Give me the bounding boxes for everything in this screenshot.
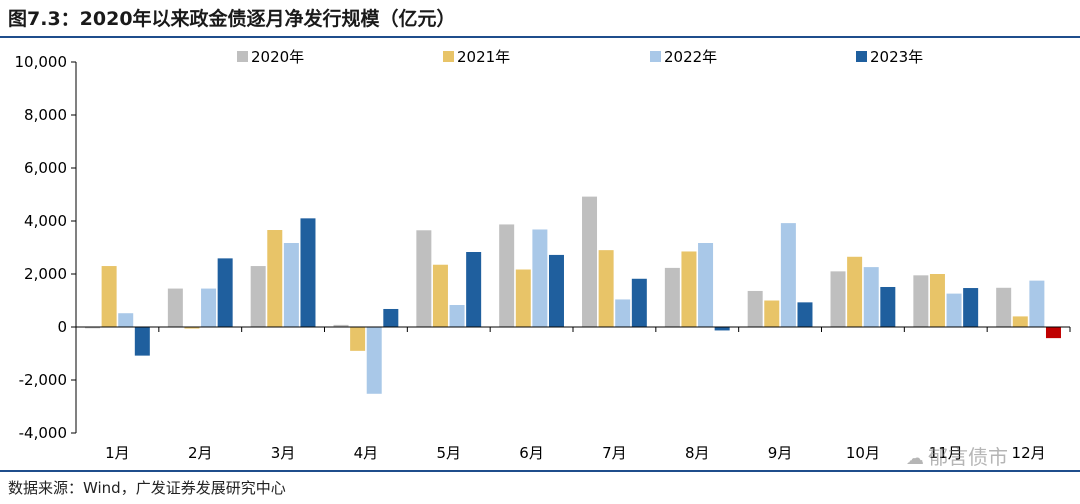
bar [797, 302, 813, 327]
bar [1045, 327, 1061, 339]
x-tick-label: 10月 [846, 444, 880, 462]
bar [366, 327, 382, 394]
bar [532, 229, 548, 327]
bar [416, 230, 432, 327]
bar [714, 327, 730, 331]
bar [267, 230, 283, 327]
bar [1012, 316, 1028, 327]
bar [134, 327, 150, 356]
watermark: ☁ 郁言债市 [906, 441, 1008, 470]
y-tick-label: 10,000 [15, 53, 68, 71]
bar [615, 299, 631, 327]
bar [466, 252, 482, 327]
bar [996, 287, 1012, 327]
bar [847, 256, 863, 327]
bar [1029, 280, 1045, 328]
bar [383, 308, 399, 327]
bar [929, 274, 945, 327]
x-tick-label: 8月 [685, 444, 710, 462]
wechat-icon: ☁ [906, 448, 924, 469]
bar [747, 290, 763, 327]
x-tick-label: 7月 [602, 444, 627, 462]
x-tick-label: 5月 [436, 444, 461, 462]
y-tick-label: 2,000 [24, 265, 67, 283]
x-tick-label: 2月 [188, 444, 213, 462]
bar [250, 266, 266, 327]
bar [582, 196, 598, 327]
x-tick-label: 11月 [929, 444, 963, 462]
y-tick-label: 8,000 [24, 106, 67, 124]
legend-swatch [237, 51, 248, 62]
watermark-text: 郁言债市 [928, 445, 1008, 469]
bar [85, 327, 101, 329]
chart-title: 图7.3：2020年以来政金债逐月净发行规模（亿元） [8, 8, 456, 30]
x-tick-label: 9月 [768, 444, 793, 462]
x-tick-label: 1月 [105, 444, 130, 462]
x-tick-label: 12月 [1012, 444, 1046, 462]
legend-swatch [856, 51, 867, 62]
bar-chart: -4,000 -2,000 0 2,000 4,000 6,000 8,000 10,000 1… [15, 48, 1071, 462]
y-tick-label: 0 [57, 318, 67, 336]
bar [631, 278, 647, 327]
x-tick-label: 6月 [519, 444, 544, 462]
bar [946, 293, 962, 327]
source-note: 数据来源：Wind，广发证券发展研究中心 [8, 479, 286, 497]
y-tick-label: -4,000 [19, 424, 67, 442]
bar [217, 258, 233, 327]
bar [598, 250, 614, 327]
bar [118, 313, 134, 327]
bar [780, 223, 796, 327]
legend-label: 2022年 [664, 48, 717, 66]
bar [764, 300, 780, 327]
bar [201, 288, 217, 327]
y-tick-label: -2,000 [19, 371, 67, 389]
bar [863, 267, 879, 327]
legend-swatch [650, 51, 661, 62]
bar [548, 254, 564, 327]
bar [698, 243, 714, 327]
legend-label: 2020年 [251, 48, 304, 66]
footer-rule [0, 470, 1080, 472]
legend-swatch [443, 51, 454, 62]
legend-label: 2021年 [457, 48, 510, 66]
y-tick-label: 6,000 [24, 159, 67, 177]
bar [283, 243, 299, 327]
legend-label: 2023年 [870, 48, 923, 66]
bar [101, 266, 117, 327]
bar [499, 224, 515, 327]
bar [350, 327, 366, 351]
bar [184, 327, 200, 329]
bar [449, 305, 465, 327]
bar [681, 251, 697, 327]
bar [830, 271, 846, 327]
y-tick-label: 4,000 [24, 212, 67, 230]
bar [432, 264, 448, 327]
bar [963, 288, 979, 327]
bar [664, 267, 680, 327]
bar [515, 269, 531, 327]
x-tick-label: 4月 [354, 444, 379, 462]
bar [300, 218, 316, 327]
header-rule [0, 36, 1080, 38]
x-tick-label: 3月 [271, 444, 296, 462]
bar [167, 288, 183, 327]
bar [913, 275, 929, 327]
bar [333, 324, 349, 327]
bar [880, 286, 896, 327]
